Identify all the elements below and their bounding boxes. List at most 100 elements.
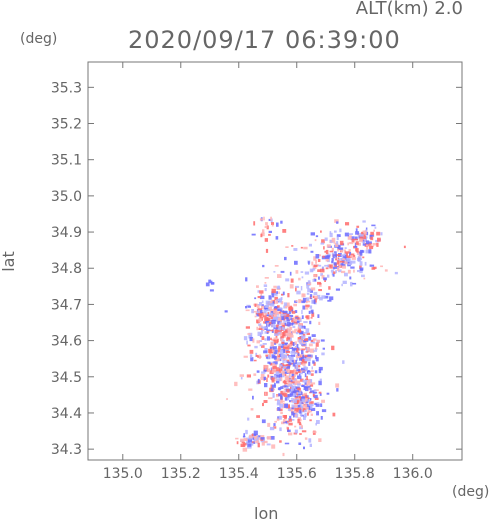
data-point (305, 412, 307, 417)
data-point (285, 333, 289, 337)
data-point (336, 241, 339, 245)
data-point (290, 351, 294, 354)
data-point (279, 387, 282, 391)
data-point (313, 291, 318, 296)
data-point (312, 360, 315, 364)
data-point (264, 326, 267, 329)
data-point (290, 376, 293, 380)
data-point (300, 425, 303, 429)
data-point (276, 300, 281, 303)
data-point (301, 398, 305, 403)
data-point (284, 256, 287, 261)
data-point (268, 233, 271, 236)
data-point (256, 321, 259, 324)
data-point (261, 345, 265, 348)
y-tick-label: 34.9 (51, 225, 82, 241)
data-point (316, 339, 320, 343)
data-point (270, 337, 272, 341)
data-point (333, 262, 337, 266)
data-point (301, 430, 307, 433)
data-point (285, 342, 287, 347)
data-point (295, 332, 299, 335)
data-point (294, 429, 298, 434)
data-point (264, 321, 267, 324)
data-point (287, 293, 290, 298)
data-point (247, 445, 252, 449)
data-point (271, 384, 276, 388)
data-point (291, 330, 297, 334)
data-point (312, 268, 316, 271)
data-point (288, 384, 293, 387)
data-point (312, 341, 316, 344)
data-point (263, 400, 268, 403)
data-point (329, 264, 333, 269)
data-point (310, 250, 314, 253)
data-point (307, 412, 309, 416)
data-point (253, 221, 256, 226)
data-point (270, 303, 273, 307)
data-point (271, 319, 276, 324)
data-point (350, 236, 355, 241)
data-point (267, 422, 271, 427)
data-point (278, 346, 281, 350)
data-point (313, 394, 318, 399)
data-point (376, 231, 381, 236)
data-point (261, 318, 263, 321)
data-point (249, 349, 254, 354)
data-point (325, 267, 329, 270)
data-point (289, 314, 294, 318)
data-point (304, 378, 309, 381)
data-point (311, 269, 314, 272)
data-point (282, 415, 287, 418)
data-point (310, 340, 314, 342)
data-point (306, 381, 310, 386)
data-point (288, 432, 293, 436)
data-point (336, 388, 339, 392)
data-point (329, 296, 334, 301)
data-point (301, 315, 304, 319)
data-point (329, 232, 333, 238)
data-point (254, 303, 257, 307)
data-point (279, 427, 282, 432)
data-point (297, 317, 300, 320)
data-point (291, 354, 296, 357)
data-point (353, 238, 358, 241)
data-point (256, 370, 260, 373)
data-point (306, 292, 310, 295)
data-point (358, 238, 363, 243)
data-point (287, 408, 291, 411)
data-point (304, 373, 307, 378)
data-point (262, 315, 267, 318)
data-point (355, 231, 360, 235)
data-point (259, 302, 262, 306)
data-point (342, 360, 345, 364)
data-point (321, 239, 325, 244)
data-point (307, 354, 312, 357)
data-point (277, 274, 282, 278)
data-point (298, 357, 303, 361)
data-point (292, 317, 294, 321)
data-point (292, 399, 297, 404)
data-point (331, 272, 334, 276)
data-point (302, 404, 308, 409)
data-point (257, 378, 260, 384)
data-point (284, 373, 287, 377)
data-point (314, 278, 317, 282)
data-point (266, 314, 270, 317)
data-point (305, 387, 309, 392)
data-point (308, 336, 312, 341)
data-point (368, 249, 372, 254)
data-point (295, 285, 300, 288)
data-point (257, 442, 260, 448)
data-point (290, 408, 293, 411)
data-point (250, 437, 253, 440)
data-point (353, 245, 355, 249)
data-point (305, 328, 310, 333)
data-point (281, 366, 283, 369)
data-point (321, 275, 325, 279)
data-point (365, 229, 368, 232)
y-tick-label: 35.0 (51, 189, 82, 205)
data-point (332, 266, 336, 270)
data-point (258, 313, 262, 316)
